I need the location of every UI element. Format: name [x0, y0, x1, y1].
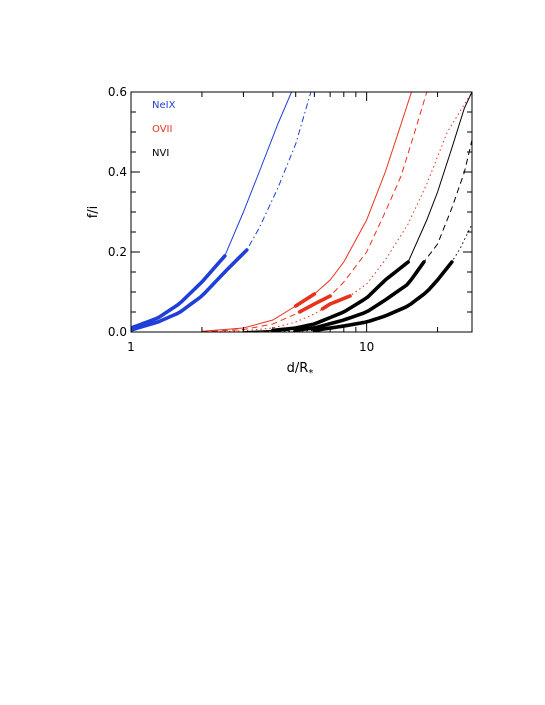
series-thick-segment — [293, 260, 426, 332]
x-axis-label-subscript: * — [308, 368, 313, 379]
y-tick-label: 0.4 — [108, 165, 127, 179]
legend-label-nvi: NVI — [152, 148, 169, 159]
series-ovii-solid — [201, 92, 412, 332]
series-thick-segment — [131, 254, 227, 330]
series-line — [201, 92, 412, 332]
series-neix-dashdot — [131, 92, 312, 332]
legend-label-neix: NeIX — [152, 100, 176, 111]
series-ovii-dashed — [201, 92, 428, 332]
y-tick-label: 0.2 — [108, 245, 127, 259]
x-tick-label: 10 — [359, 340, 374, 354]
series-line — [243, 223, 472, 332]
series-line — [201, 92, 428, 332]
y-tick-label: 0.6 — [108, 85, 127, 99]
y-axis-label: f/i — [86, 206, 101, 219]
x-axis-label: d/R* — [287, 361, 314, 379]
series-line — [243, 92, 472, 332]
series-thick-segment — [293, 292, 317, 308]
series-layer — [131, 92, 472, 332]
series-thick-segment — [312, 260, 454, 332]
series-thick-segment — [131, 248, 249, 332]
y-tick-label: 0.0 — [108, 325, 127, 339]
legend: NeIX OVII NVI — [152, 100, 176, 159]
tick-layer: 1 10 0.0 0.2 0.4 0.6 — [108, 85, 472, 354]
x-tick-label: 1 — [127, 340, 135, 354]
series-thick-segment — [320, 294, 352, 311]
series-ovii-dotted — [201, 92, 472, 332]
legend-label-ovii: OVII — [152, 124, 172, 135]
series-nvi-solid — [243, 92, 472, 332]
series-thick-segment — [297, 294, 332, 314]
series-neix-solid — [131, 92, 292, 330]
series-nvi-dotted — [243, 223, 472, 332]
series-line — [201, 92, 472, 332]
